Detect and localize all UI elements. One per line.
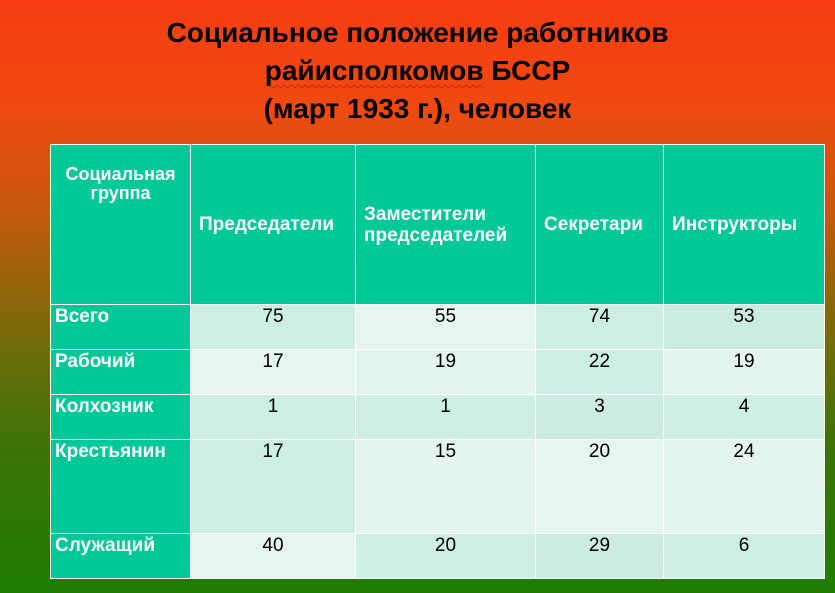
table-cell: 40 (190, 533, 356, 579)
table-cell: 17 (190, 439, 356, 534)
row-label: Всего (50, 304, 191, 350)
title-line-2-word: райисполкомов (264, 55, 484, 86)
table-row-total: Всего 75 55 74 53 (50, 304, 825, 350)
table-cell: 74 (535, 304, 664, 350)
table-cell: 53 (663, 304, 825, 350)
table-row-employee: Служащий 40 20 29 6 (50, 533, 825, 579)
table-cell: 20 (355, 533, 536, 579)
table-cell: 22 (535, 349, 664, 395)
table-cell: 15 (355, 439, 536, 534)
table-cell: 20 (535, 439, 664, 534)
title-line-1: Социальное положение работников (166, 17, 669, 48)
title-line-2: райисполкомов БССР (0, 52, 835, 90)
table-cell: 1 (355, 394, 536, 440)
title-line-3: (март 1933 г.), человек (263, 93, 572, 124)
slide-title: Социальное положение работников райиспол… (0, 14, 835, 128)
table-cell: 4 (663, 394, 825, 440)
table-cell: 1 (190, 394, 356, 440)
table-cell: 55 (355, 304, 536, 350)
table-cell: 19 (355, 349, 536, 395)
row-label: Крестьянин (50, 439, 191, 534)
row-label: Рабочий (50, 349, 191, 395)
table-cell: 19 (663, 349, 825, 395)
table-row-worker: Рабочий 17 19 22 19 (50, 349, 825, 395)
table-cell: 29 (535, 533, 664, 579)
table-cell: 17 (190, 349, 356, 395)
row-label: Колхозник (50, 394, 191, 440)
table-cell: 6 (663, 533, 825, 579)
table-cell: 75 (190, 304, 356, 350)
table-row-collective-farmer: Колхозник 1 1 3 4 (50, 394, 825, 440)
title-line-2-rest: БССР (483, 55, 571, 86)
table-cell: 24 (663, 439, 825, 534)
table-header-row: Социальная группа Председатели Заместите… (50, 144, 825, 305)
column-header-secretaries: Секретари (535, 144, 664, 305)
column-header-instructors: Инструкторы (663, 144, 825, 305)
column-header-social-group: Социальная группа (50, 144, 191, 305)
column-header-chairmen: Председатели (190, 144, 356, 305)
column-header-deputies: Заместители председателей (355, 144, 536, 305)
table-cell: 3 (535, 394, 664, 440)
social-status-table: Социальная группа Председатели Заместите… (50, 144, 825, 579)
table-row-peasant: Крестьянин 17 15 20 24 (50, 439, 825, 534)
row-label: Служащий (50, 533, 191, 579)
